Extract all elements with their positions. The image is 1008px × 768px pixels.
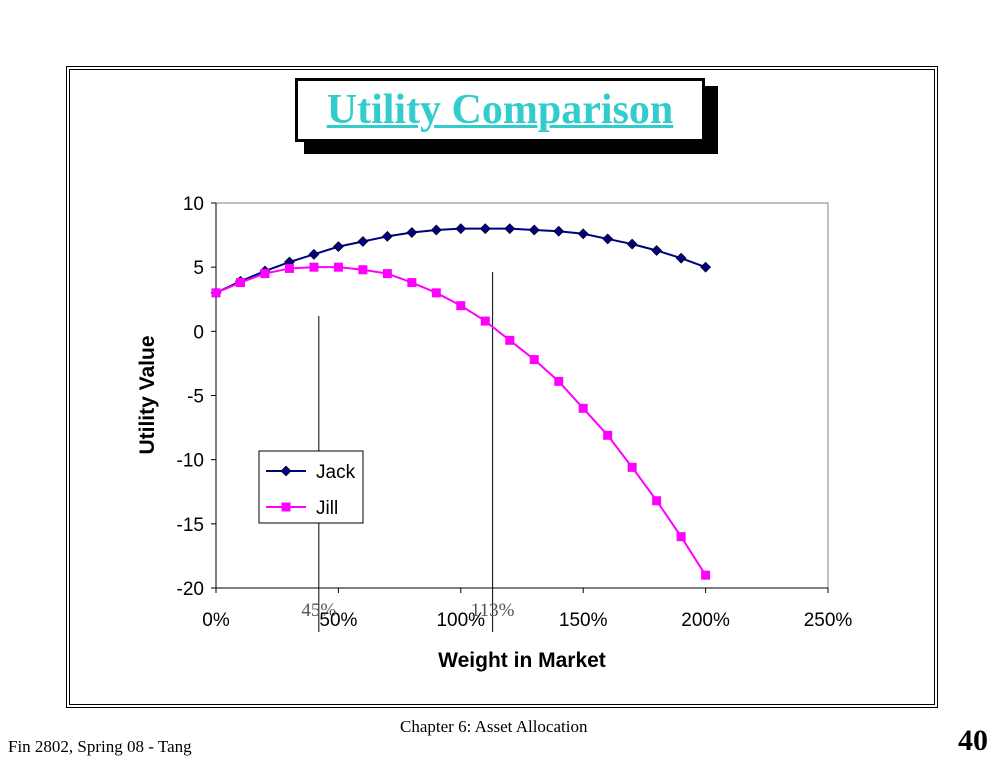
jack-point [357, 236, 369, 247]
x-tick-label: 150% [559, 610, 608, 631]
jill-point [480, 316, 490, 326]
plot-area [215, 202, 829, 589]
jill-point [554, 376, 564, 386]
legend-box [258, 450, 364, 524]
jill-point [260, 269, 270, 279]
jack-point [332, 241, 344, 253]
jack-point [479, 223, 491, 235]
jill-point [407, 278, 417, 288]
slide-title-link[interactable]: Utility Comparison [326, 87, 674, 133]
chapter-footer: Chapter 6: Asset Allocation [400, 717, 588, 736]
x-tick-label: 200% [681, 610, 730, 631]
annotation-label: 113% [471, 600, 515, 621]
y-tick-label: -20 [177, 579, 204, 600]
y-tick-label: 0 [193, 322, 204, 343]
y-axis-label: Utility Value [136, 335, 159, 454]
title-box: Utility Comparison [295, 78, 705, 142]
jack-point [308, 248, 320, 260]
jack-point [700, 261, 712, 273]
y-tick-label: -10 [177, 451, 204, 472]
y-tick-label: 5 [193, 258, 204, 279]
jill-point [529, 355, 539, 365]
legend-marker [280, 465, 292, 477]
jack-point [675, 252, 687, 264]
jill-point [284, 263, 294, 273]
jill-point [652, 496, 662, 506]
jack-point [406, 227, 418, 238]
jack-point [430, 224, 442, 236]
jill-point [627, 462, 637, 472]
jill-point [309, 262, 319, 272]
jack-point [553, 225, 565, 237]
x-tick-label: 250% [804, 610, 853, 631]
jack-point [455, 223, 467, 235]
jack-point [602, 233, 614, 245]
y-tick-label: 10 [183, 194, 204, 215]
x-tick-label: 50% [319, 610, 357, 631]
jill-point [333, 262, 343, 272]
jill-point [382, 269, 392, 279]
jill-point [578, 403, 588, 413]
jack-point [528, 224, 540, 236]
jill-point [358, 265, 368, 275]
x-tick-label: 100% [436, 610, 485, 631]
y-tick-label: -15 [177, 515, 204, 536]
jack-point [381, 230, 393, 242]
legend-marker [281, 502, 291, 512]
annotation-label: 45% [301, 600, 336, 621]
jack-point [504, 223, 516, 235]
legend-label-jill: Jill [316, 498, 338, 519]
page-number: 40 [958, 724, 988, 757]
x-tick-label: 0% [202, 610, 230, 631]
jill-point [701, 570, 711, 580]
jill-point [603, 430, 613, 440]
jill-point [505, 335, 515, 345]
course-footer: Fin 2802, Spring 08 - Tang [8, 737, 192, 756]
jill-point [211, 288, 221, 298]
jill-point [431, 288, 441, 298]
jack-point [651, 245, 663, 256]
jill-point [235, 278, 245, 288]
legend-label-jack: Jack [316, 462, 356, 483]
jack-point [577, 228, 589, 240]
jack-point [626, 238, 638, 250]
jill-point [456, 301, 466, 311]
y-tick-label: -5 [187, 387, 204, 408]
x-axis-label: Weight in Market [438, 649, 606, 672]
jill-point [676, 532, 686, 542]
